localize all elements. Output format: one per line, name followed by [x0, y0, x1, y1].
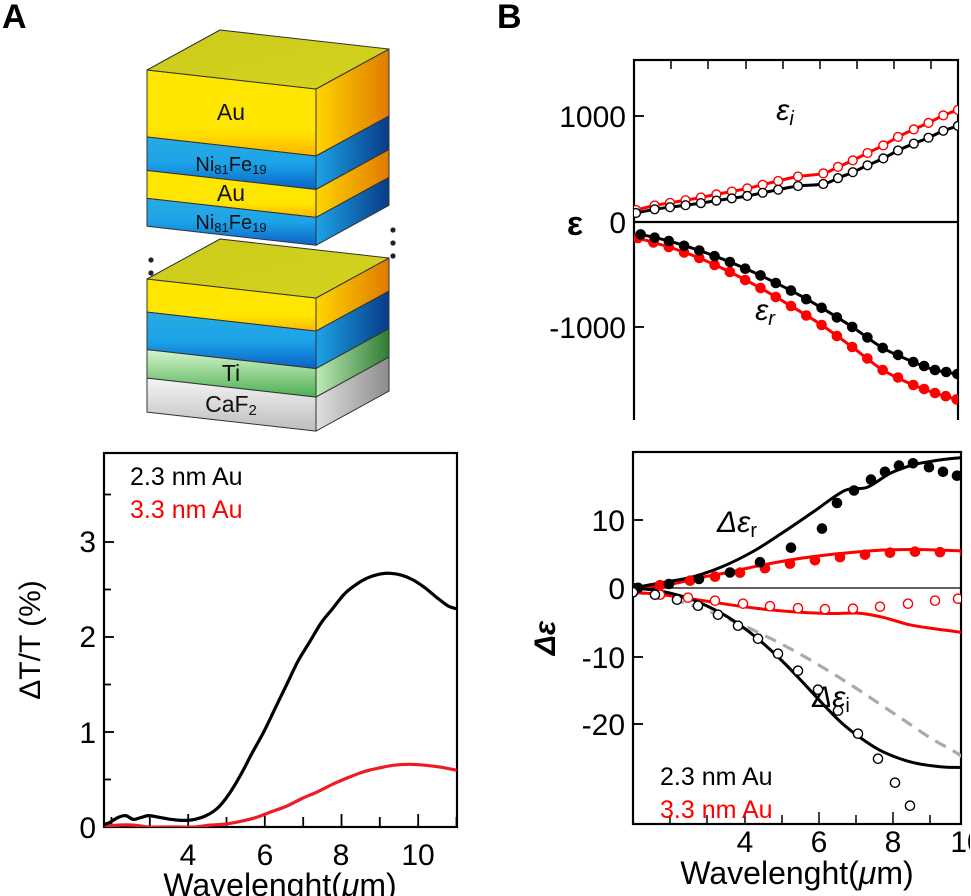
svg-text:10: 10: [592, 505, 625, 538]
svg-text:10: 10: [950, 826, 970, 859]
svg-text:Au: Au: [217, 99, 245, 125]
svg-text:-20: -20: [582, 709, 625, 742]
svg-text:-1000: -1000: [549, 312, 626, 345]
svg-text:0: 0: [608, 573, 625, 606]
svg-text:Ti: Ti: [222, 360, 240, 386]
svg-text:2.3 nm Au: 2.3 nm Au: [660, 763, 773, 791]
svg-text:2.3 nm Au: 2.3 nm Au: [130, 463, 243, 491]
svg-text:Δεr: Δεr: [716, 506, 757, 542]
svg-text:0: 0: [79, 812, 96, 845]
svg-text:0: 0: [609, 207, 626, 240]
svg-text:10: 10: [401, 839, 434, 872]
svg-text:3: 3: [79, 526, 96, 559]
svg-text:3.3 nm Au: 3.3 nm Au: [660, 796, 773, 824]
svg-text:Au: Au: [217, 180, 245, 206]
svg-text:-10: -10: [582, 642, 625, 675]
svg-text:1000: 1000: [559, 101, 626, 134]
svg-text:Wavelenght(μm): Wavelenght(μm): [680, 855, 913, 891]
svg-text:Wavelenght(μm): Wavelenght(μm): [163, 867, 396, 896]
svg-text:Δε: Δε: [529, 620, 562, 656]
svg-text:ε: ε: [567, 205, 583, 243]
svg-text:3.3 nm Au: 3.3 nm Au: [130, 496, 243, 524]
svg-text:ΔT/T (%): ΔT/T (%): [14, 580, 47, 699]
svg-text:εi: εi: [776, 94, 794, 130]
svg-text:2: 2: [79, 621, 96, 654]
svg-text:1: 1: [79, 717, 96, 750]
